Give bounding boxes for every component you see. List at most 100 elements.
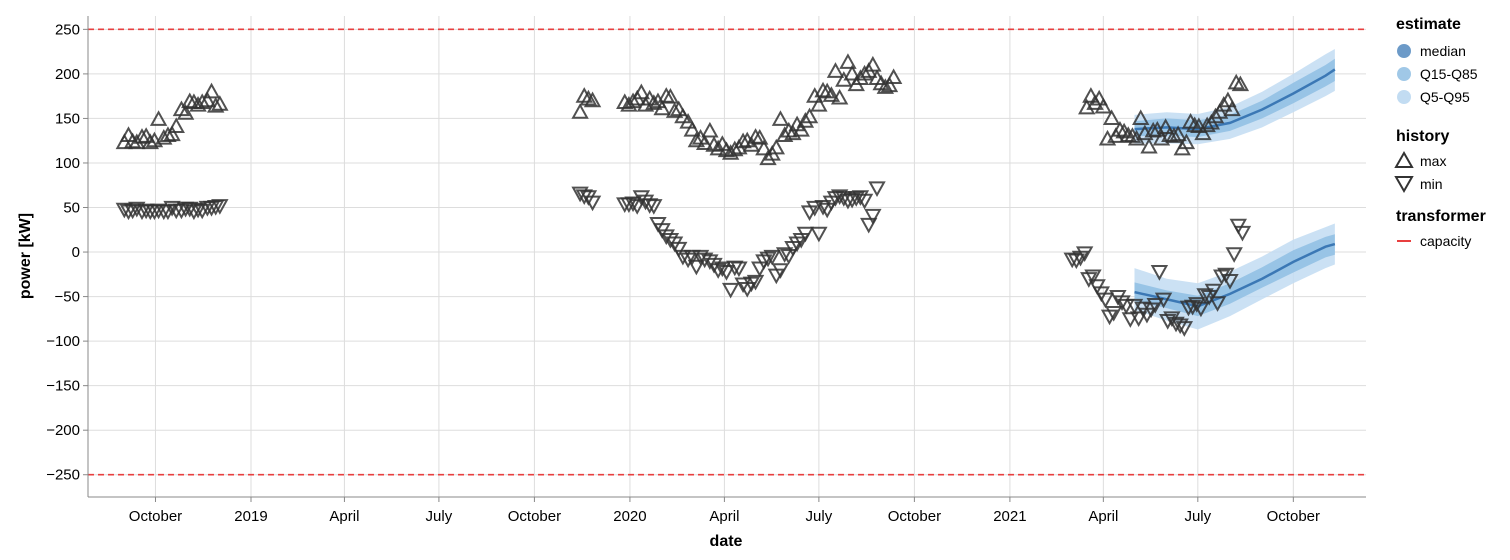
x-tick-label: October <box>1267 508 1320 525</box>
history-min-point <box>628 199 646 215</box>
y-tick-label: 100 <box>55 155 80 172</box>
history-max-point <box>141 133 159 150</box>
history-min-point <box>645 199 663 215</box>
history-max-point <box>796 112 815 128</box>
x-tick-label: October <box>129 508 182 525</box>
history-max-point <box>864 55 882 72</box>
legend: estimate median Q15-Q85 Q5-Q95 history m… <box>1394 16 1486 249</box>
history-min-point <box>721 282 740 299</box>
x-axis-title: date <box>710 533 743 550</box>
y-tick-label: 200 <box>55 66 80 83</box>
history-max-point <box>1094 97 1113 114</box>
y-tick-label: −100 <box>46 333 80 350</box>
history-max-point <box>653 99 671 116</box>
history-min-point <box>1196 288 1214 304</box>
history-min-point <box>1208 296 1227 312</box>
history-max-point <box>822 86 841 102</box>
axes: 250 200 150 100 50 0 −50 −100 −150 −200 −250 Octobe… <box>46 16 1366 525</box>
history-min-point <box>632 190 651 206</box>
history-min-point <box>843 192 861 209</box>
y-axis-title: power [kW] <box>17 213 34 299</box>
history-max-point <box>771 110 790 126</box>
history-min-point <box>128 201 146 218</box>
x-tick-label: October <box>888 508 941 525</box>
legend-symbol-q15-q85 <box>1397 67 1411 81</box>
history-min-point <box>1075 246 1094 262</box>
y-tick-label: −50 <box>55 289 80 306</box>
history-max-point <box>843 64 861 81</box>
history-max-point <box>579 89 598 106</box>
legend-label-min: min <box>1420 176 1443 192</box>
legend-symbol-median <box>1397 44 1411 58</box>
y-tick-label: −250 <box>46 467 80 484</box>
legend-label-q5-q95: Q5-Q95 <box>1420 89 1470 105</box>
history-min-point <box>1175 321 1194 337</box>
history-min-point <box>1225 247 1243 263</box>
history-max-point <box>149 110 168 126</box>
history-min-point <box>172 203 191 220</box>
history-max-point <box>1194 124 1212 141</box>
x-tick-label: April <box>1088 508 1118 525</box>
history-max-point <box>167 117 185 134</box>
x-tick-label: October <box>508 508 561 525</box>
x-tick-label: April <box>709 508 739 525</box>
history-min-point <box>1096 292 1115 309</box>
history-max-point <box>751 128 769 145</box>
history-max-point <box>1156 118 1175 134</box>
y-tick-label: −200 <box>46 422 80 439</box>
history-min-point <box>683 249 701 266</box>
history-min-point <box>1188 297 1206 313</box>
history-min-point <box>763 249 781 266</box>
history-min-point <box>1167 316 1185 333</box>
history-max-point <box>1231 75 1250 92</box>
history-min-point <box>624 196 642 213</box>
history-min-point <box>185 204 203 221</box>
history-max-point <box>884 68 903 85</box>
history-max-point <box>185 93 203 110</box>
history-max-point <box>1206 107 1225 124</box>
history-max-point <box>1102 109 1121 126</box>
history-min-point <box>806 200 824 217</box>
history-max-point <box>1111 120 1129 137</box>
history-points <box>115 53 1252 337</box>
history-max-point <box>1169 125 1187 142</box>
history-max-point <box>792 120 810 137</box>
history-min-point <box>780 249 798 265</box>
history-max-point <box>1090 89 1108 106</box>
history-min-point <box>674 249 692 266</box>
median-line-max <box>1134 68 1336 131</box>
history-min-point <box>864 208 882 225</box>
x-tick-label: 2021 <box>993 508 1026 525</box>
history-max-point <box>726 140 744 157</box>
history-min-point <box>211 199 229 215</box>
history-max-point <box>583 91 602 108</box>
legend-title-history: history <box>1396 128 1449 145</box>
legend-label-capacity: capacity <box>1420 233 1471 249</box>
capacity-lines <box>88 28 1366 476</box>
history-max-point <box>665 102 684 118</box>
band-min-q15-q85 <box>1134 234 1335 317</box>
history-min-point <box>830 189 849 205</box>
history-min-point <box>1146 298 1164 314</box>
history-max-point <box>679 112 697 129</box>
history-max-point <box>1140 137 1158 154</box>
history-max-point <box>876 78 895 94</box>
history-min-point <box>855 193 874 210</box>
history-max-point <box>759 149 777 166</box>
history-min-point <box>868 181 886 197</box>
history-max-point <box>826 62 845 78</box>
history-min-point <box>1113 295 1131 311</box>
history-min-point <box>636 194 655 211</box>
history-max-point <box>1078 98 1096 115</box>
history-max-point <box>800 107 819 124</box>
history-min-point <box>1221 273 1239 290</box>
history-max-point <box>1215 96 1233 112</box>
history-max-point <box>198 91 217 108</box>
history-min-point <box>775 247 794 263</box>
legend-title-estimate: estimate <box>1396 16 1461 33</box>
history-max-point <box>880 76 899 93</box>
history-max-point <box>206 96 225 113</box>
history-min-point <box>755 254 773 271</box>
y-tick-label: −150 <box>46 378 80 395</box>
